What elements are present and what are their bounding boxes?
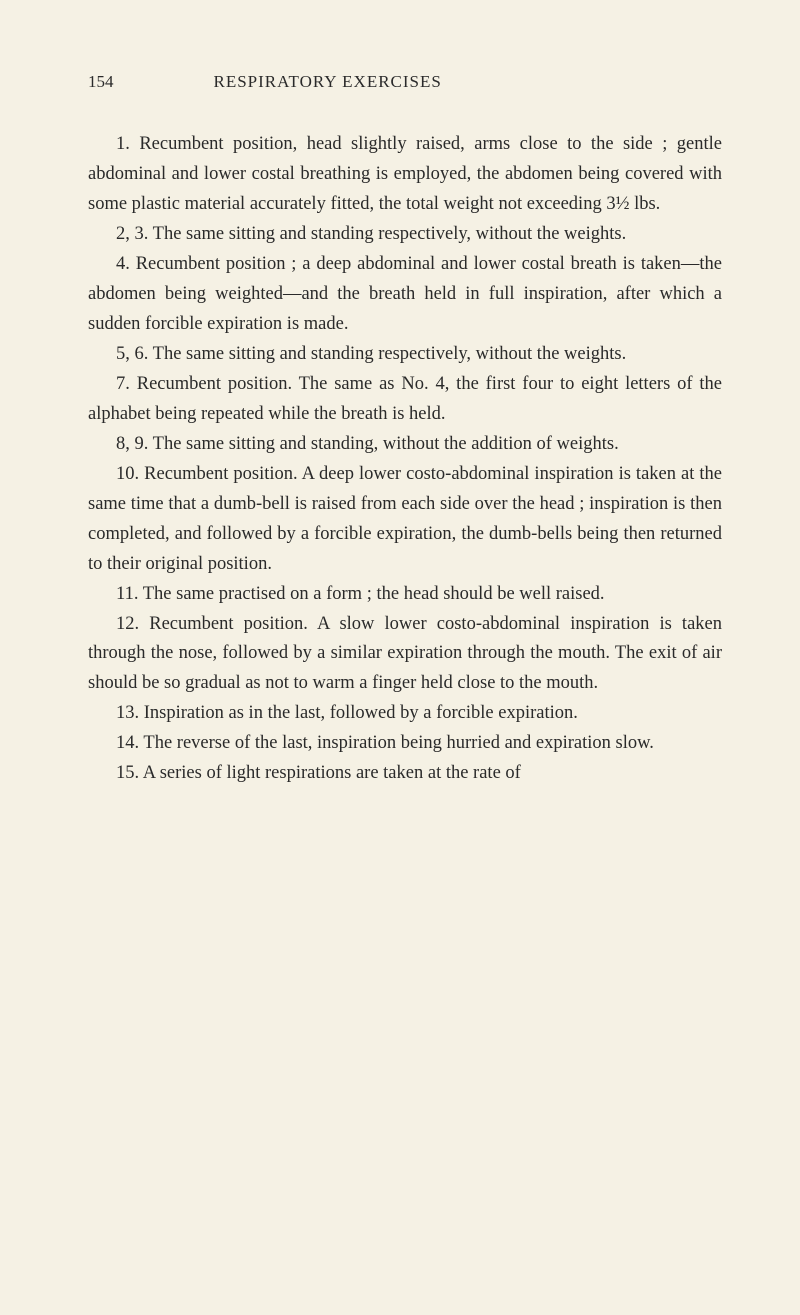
paragraph-9: 12. Recumbent position. A slow lower cos… [88,610,722,700]
paragraph-5: 7. Recumbent position. The same as No. 4… [88,370,722,430]
page-content: 1. Recumbent position, head slightly rai… [88,130,722,789]
paragraph-1: 1. Recumbent position, head slightly rai… [88,130,722,220]
paragraph-10: 13. Inspiration as in the last, followed… [88,699,722,729]
paragraph-4: 5, 6. The same sitting and standing resp… [88,340,722,370]
paragraph-3: 4. Recumbent position ; a deep abdominal… [88,250,722,340]
paragraph-7: 10. Recumbent position. A deep lower cos… [88,460,722,580]
page-header: 154 RESPIRATORY EXERCISES [88,72,722,92]
page-number: 154 [88,72,114,92]
paragraph-8: 11. The same practised on a form ; the h… [88,580,722,610]
paragraph-6: 8, 9. The same sitting and standing, wit… [88,430,722,460]
chapter-title: RESPIRATORY EXERCISES [214,72,442,92]
paragraph-11: 14. The reverse of the last, inspiration… [88,729,722,759]
paragraph-12: 15. A series of light respirations are t… [88,759,722,789]
paragraph-2: 2, 3. The same sitting and standing resp… [88,220,722,250]
